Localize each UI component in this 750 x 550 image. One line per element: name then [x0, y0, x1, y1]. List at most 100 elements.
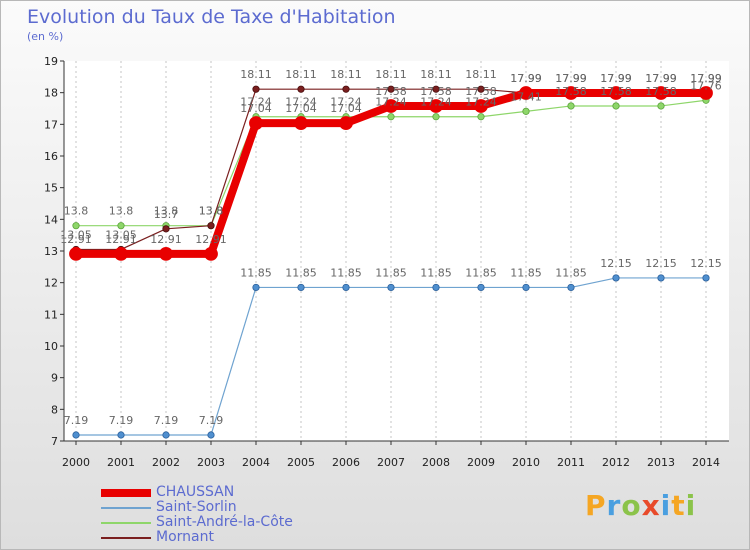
legend-swatch: [101, 489, 151, 497]
data-label: 17.04: [330, 102, 362, 115]
x-tick-label: 2005: [287, 456, 315, 469]
data-point: [612, 274, 620, 282]
data-label: 17.24: [240, 96, 272, 109]
data-point: [522, 283, 530, 292]
chart-title: Evolution du Taux de Taxe d'Habitation: [27, 6, 396, 28]
data-point: [249, 116, 263, 130]
data-point: [342, 85, 350, 93]
data-label: 18.11: [285, 68, 317, 81]
data-point: [432, 283, 440, 292]
data-point: [429, 99, 443, 113]
data-point: [384, 99, 398, 113]
data-label: 17.24: [465, 96, 497, 109]
x-tick-label: 2012: [602, 456, 630, 469]
data-label: 11.85: [285, 266, 317, 279]
data-label: 7.19: [154, 414, 179, 427]
data-label: 13.05: [60, 228, 92, 241]
x-tick-label: 2008: [422, 456, 450, 469]
data-label: 17.58: [645, 85, 677, 98]
data-point: [387, 113, 395, 121]
data-label: 17.99: [645, 72, 677, 85]
data-label: 17.99: [555, 72, 587, 85]
data-label: 13.8: [199, 205, 224, 218]
data-label: 17.58: [420, 85, 452, 98]
data-label: 13.7: [154, 208, 179, 221]
logo-letter: o: [621, 489, 642, 522]
data-label: 12.15: [690, 257, 722, 270]
legend-label: Saint-Sorlin: [156, 499, 237, 515]
data-label: 17.24: [420, 96, 452, 109]
data-point: [519, 86, 533, 100]
data-point: [477, 85, 485, 93]
data-label: 17.58: [375, 85, 407, 98]
data-point: [657, 274, 665, 282]
data-label: 17.76: [690, 79, 722, 92]
y-tick-label: 16: [44, 150, 58, 163]
data-label: 13.8: [154, 205, 179, 218]
data-point: [207, 431, 215, 439]
data-label: 18.11: [375, 68, 407, 81]
data-point: [117, 431, 125, 439]
chart-unit: (en %): [27, 30, 64, 43]
data-label: 17.41: [510, 90, 542, 103]
data-point: [297, 283, 305, 292]
data-label: 12.15: [600, 257, 632, 270]
data-label: 17.99: [510, 72, 542, 85]
y-tick-label: 14: [44, 213, 58, 226]
y-tick-label: 19: [44, 55, 58, 68]
x-tick-label: 2004: [242, 456, 270, 469]
data-label: 7.19: [109, 414, 134, 427]
data-label: 11.85: [240, 266, 272, 279]
data-label: 18.11: [240, 68, 272, 81]
data-label: 17.99: [690, 72, 722, 85]
logo-letter: i: [660, 489, 672, 522]
data-label: 7.19: [199, 414, 224, 427]
data-point: [564, 86, 578, 100]
logo-letter: t: [671, 489, 686, 522]
data-label: 12.91: [105, 233, 137, 246]
proxiti-logo: Proxiti: [585, 489, 696, 522]
legend-swatch: [101, 522, 151, 524]
y-tick-label: 8: [51, 403, 58, 416]
data-point: [162, 431, 170, 439]
data-label: 17.24: [330, 96, 362, 109]
data-point: [117, 222, 125, 230]
y-tick-label: 12: [44, 277, 58, 290]
data-label: 17.24: [285, 96, 317, 109]
data-label: 18.11: [420, 68, 452, 81]
data-point: [567, 283, 575, 292]
data-point: [432, 113, 440, 121]
data-label: 12.91: [150, 233, 182, 246]
x-tick-label: 2014: [692, 456, 720, 469]
y-tick-label: 11: [44, 308, 58, 321]
data-point: [297, 85, 305, 93]
data-label: 17.99: [555, 72, 587, 85]
x-tick-label: 2002: [152, 456, 180, 469]
x-tick-label: 2013: [647, 456, 675, 469]
data-point: [432, 85, 440, 93]
y-tick-label: 17: [44, 118, 58, 131]
data-point: [207, 222, 215, 230]
data-label: 17.24: [375, 96, 407, 109]
data-label: 13.8: [199, 205, 224, 218]
data-label: 7.19: [64, 414, 89, 427]
x-tick-label: 2003: [197, 456, 225, 469]
data-point: [69, 246, 83, 261]
data-label: 13.05: [105, 228, 137, 241]
data-point: [252, 283, 260, 292]
data-point: [477, 113, 485, 121]
data-point: [252, 85, 260, 93]
data-point: [72, 431, 80, 439]
data-point: [387, 85, 395, 93]
data-point: [657, 102, 665, 110]
data-label: 17.04: [240, 102, 272, 115]
data-label: 12.15: [645, 257, 677, 270]
y-tick-label: 9: [51, 372, 58, 385]
data-label: 11.85: [510, 266, 542, 279]
data-label: 17.58: [600, 85, 632, 98]
x-tick-label: 2007: [377, 456, 405, 469]
data-point: [474, 99, 488, 113]
x-tick-label: 2011: [557, 456, 585, 469]
x-tick-label: 2000: [62, 456, 90, 469]
legend-label: Saint-André-la-Côte: [156, 514, 293, 530]
